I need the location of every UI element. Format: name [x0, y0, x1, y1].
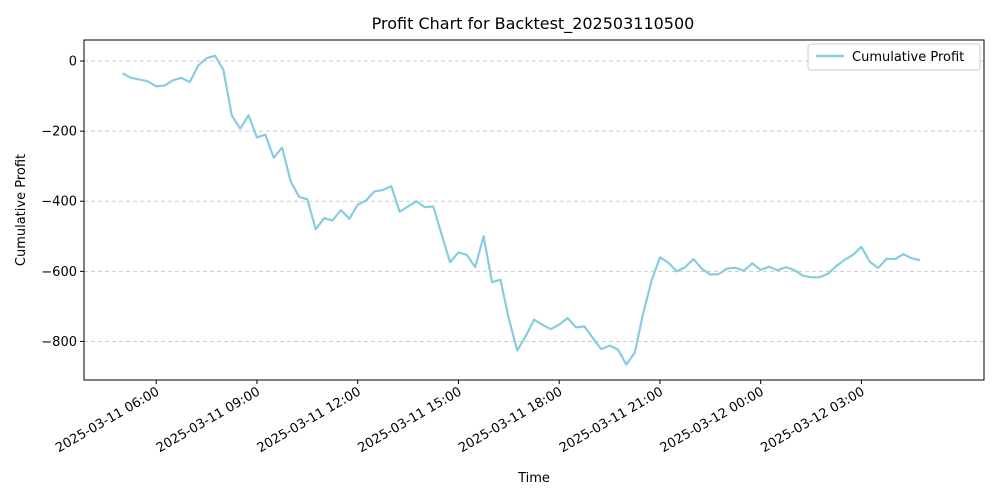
series-layer	[122, 54, 921, 366]
chart-title: Profit Chart for Backtest_202503110500	[372, 14, 695, 34]
y-tick-label: −800	[41, 335, 77, 350]
series-line-cumulative-profit	[122, 54, 921, 366]
y-tick-label: −600	[41, 265, 77, 280]
y-axis-label: Cumulative Profit	[14, 154, 29, 266]
legend-box	[807, 43, 981, 71]
y-tick-label: −400	[41, 195, 77, 210]
legend-label: Cumulative Profit	[852, 50, 964, 65]
y-axis-ticks: 0 −200 −400 −600 −800	[41, 55, 84, 350]
x-axis-label: Time	[517, 471, 550, 486]
y-tick-label: 0	[69, 55, 77, 70]
plot-area-frame	[83, 39, 985, 381]
y-tick-label: −200	[41, 125, 77, 140]
legend: Cumulative Profit	[807, 43, 981, 71]
